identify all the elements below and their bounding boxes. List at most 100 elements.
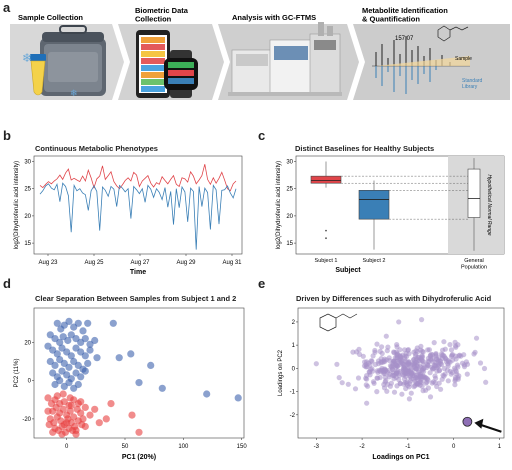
step-4-title: Metabolite Identification & Quantificatio… — [362, 6, 448, 24]
step-2-title: Biometric Data Collection — [135, 6, 189, 24]
chart-e-point — [448, 347, 455, 353]
chart-d-ylabel: PC2 (11%) — [14, 359, 20, 388]
chart-e-point — [419, 317, 425, 323]
title-line: Standard — [462, 78, 483, 84]
chart-d-ytick-label: 0 — [28, 379, 32, 385]
chart-d-point-series-1 — [74, 319, 82, 327]
step-1-title: Sample Collection — [18, 13, 83, 22]
chart-d-point-series-1 — [44, 342, 52, 350]
chart-e-point — [383, 333, 389, 339]
chart-d-point-series-2 — [49, 428, 57, 436]
chart-e-point — [381, 381, 387, 388]
chart-c-outlier — [325, 229, 327, 232]
chart-e-point — [407, 374, 413, 380]
chart-d-point-series-1 — [53, 319, 61, 327]
chart-e-point — [405, 366, 411, 372]
chart-e-point — [481, 365, 488, 372]
chart-e-point — [399, 360, 405, 366]
chart-e-point — [472, 349, 478, 355]
chart-b-frame — [33, 155, 243, 255]
chart-c-box-1 — [310, 175, 342, 184]
chart-e-point — [441, 339, 447, 345]
chart-d-point-series-1 — [79, 327, 87, 335]
chart-e-point — [445, 363, 451, 369]
chart-d-point-series-2 — [53, 392, 61, 400]
chart-d-point-series-2 — [67, 401, 75, 410]
chart-e-point — [405, 347, 411, 353]
panel-a-label: a — [3, 0, 11, 15]
chart-c-box-3 — [467, 168, 481, 218]
chart-e-point — [379, 350, 385, 357]
library-label: Standard Library — [462, 78, 483, 90]
chart-e-point — [387, 371, 393, 377]
chart-e-ytick-label: 2 — [292, 320, 296, 326]
chart-d-point-series-1 — [74, 380, 82, 389]
chart-d-point-series-1 — [81, 335, 89, 343]
chart-e-point — [391, 349, 397, 355]
chart-e-point — [446, 359, 452, 365]
chart-d-point-series-1 — [56, 377, 64, 385]
chart-b-xlabel: Time — [130, 269, 146, 276]
chart-e-xtick-label: 1 — [498, 444, 502, 450]
chart-e-point — [433, 351, 439, 358]
chart-d-point-series-1 — [65, 317, 73, 325]
chart-d-point-series-2 — [66, 407, 74, 415]
chart-c-ylabel: log2(Dihydroferulic acid intensity) — [276, 161, 282, 249]
chart-d-point-series-1 — [46, 331, 54, 339]
chart-e-point — [444, 367, 451, 373]
chart-d-point-series-2 — [107, 400, 115, 408]
chart-d-point-series-2 — [59, 390, 67, 398]
chart-d-point-series-1 — [109, 319, 117, 327]
sample-label: Sample — [455, 56, 472, 62]
chart-e-point — [425, 362, 431, 368]
chart-c: 15 20 25 30 log2(Dihydroferulic acid intensi… — [276, 155, 505, 274]
chart-e-point — [383, 378, 389, 384]
chart-e-point — [436, 380, 442, 386]
molecule-chain — [335, 313, 358, 319]
chart-e-point — [388, 380, 394, 386]
title-line: Metabolite Identification — [362, 6, 448, 15]
chart-e-ylabel: Loadings on PC2 — [278, 349, 284, 396]
chart-e-point — [355, 375, 362, 381]
molecule-ring — [319, 313, 337, 332]
chart-e-point — [424, 379, 430, 385]
chart-c-outlier — [325, 237, 327, 240]
chart-e-point — [394, 355, 400, 361]
panel-c-title: Distinct Baselines for Healthy Subjects — [295, 144, 435, 153]
chart-e-point — [412, 365, 418, 371]
chart-e-point — [350, 349, 356, 355]
chart-c-xtick-label-line: General — [464, 258, 484, 264]
chart-e-point — [369, 366, 375, 372]
chart-e-point — [483, 379, 489, 385]
chart-b-xtick-label: Aug 27 — [130, 260, 150, 266]
chart-e-point — [427, 394, 434, 400]
chart-e-point — [406, 361, 412, 368]
chart-e: -2 -1 0 1 2 Loadings on PC2 -3 -2 -1 0 1 Loadings o… — [278, 307, 505, 461]
chart-e-point — [431, 340, 437, 346]
chart-e-point — [438, 386, 444, 392]
chart-e-point — [419, 365, 425, 371]
chart-c-box-2 — [358, 189, 390, 220]
chart-e-ytick-label: -1 — [290, 390, 296, 396]
chart-e-point — [376, 361, 382, 367]
chart-e-point — [396, 319, 402, 325]
chart-d-ytick-label: -20 — [22, 417, 31, 423]
chart-e-point — [313, 361, 319, 367]
chart-d-point-series-2 — [91, 405, 99, 413]
chart-d-point-series-2 — [79, 415, 87, 423]
chart-e-point — [336, 375, 342, 381]
chart-e-point — [362, 359, 368, 365]
panel-d-title: Clear Separation Between Samples from Su… — [35, 294, 237, 303]
chart-e-point — [398, 355, 404, 361]
chart-e-point — [393, 362, 399, 368]
chart-d-point-series-1 — [93, 354, 101, 362]
chart-e-point — [455, 376, 461, 382]
chart-d-point-series-1 — [234, 394, 242, 402]
chart-d-point-series-1 — [81, 367, 89, 375]
title-line: Collection — [135, 15, 172, 24]
chart-e-ytick-label: 0 — [292, 366, 296, 372]
chart-d-point-series-1 — [53, 350, 61, 358]
chart-e-point — [364, 376, 370, 382]
title-line: & Quantification — [362, 15, 420, 24]
chart-e-point — [411, 357, 417, 363]
